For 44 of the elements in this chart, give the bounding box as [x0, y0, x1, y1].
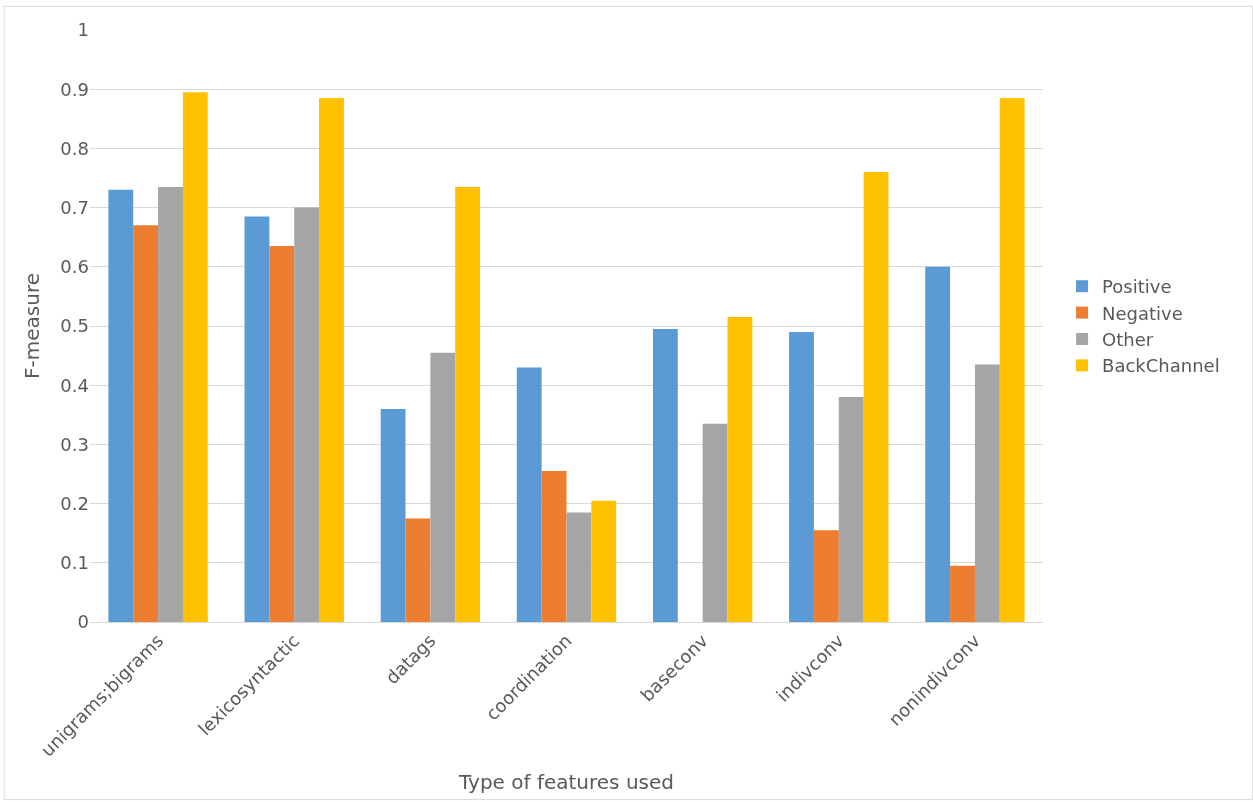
bar: [541, 471, 567, 622]
bar: [108, 189, 134, 622]
bar: [652, 328, 678, 622]
bar: [702, 423, 728, 622]
bar: [269, 246, 295, 622]
y-tick-label: 0.9: [60, 78, 89, 100]
bar: [455, 186, 481, 622]
y-tick-label: 0.5: [60, 315, 89, 337]
bar: [925, 266, 951, 622]
y-tick-label: 0.3: [60, 433, 89, 455]
x-axis-title: Type of features used: [457, 770, 675, 795]
bar: [727, 317, 753, 622]
bar: [430, 352, 456, 622]
y-axis-title: F-measure: [19, 273, 44, 379]
bar: [294, 207, 320, 622]
y-tick-label: 0.2: [60, 492, 89, 514]
bar: [813, 530, 839, 622]
y-tick-label: 1: [77, 19, 89, 41]
legend-label: Positive: [1102, 276, 1172, 298]
bar: [380, 408, 406, 622]
bar: [838, 397, 864, 622]
bar: [566, 512, 592, 622]
bar: [244, 216, 270, 622]
bar: [950, 565, 975, 622]
bar: [182, 92, 208, 622]
y-tick-label: 0: [77, 611, 89, 633]
y-tick-label: 0.6: [60, 256, 89, 278]
legend-label: Other: [1102, 329, 1154, 351]
legend-label: BackChannel: [1102, 355, 1220, 377]
bar: [863, 172, 889, 622]
bar: [516, 367, 542, 622]
y-tick-label: 0.7: [60, 196, 89, 218]
bar: [999, 98, 1025, 622]
legend-label: Negative: [1102, 302, 1183, 324]
bar: [405, 518, 431, 622]
bar: [158, 186, 183, 622]
y-tick-label: 0.1: [60, 552, 89, 574]
bar: [319, 98, 344, 622]
y-tick-label: 0.8: [60, 137, 89, 159]
y-tick-label: 0.4: [60, 374, 89, 396]
bar: [974, 364, 1000, 622]
bar: [789, 331, 814, 622]
bar: [133, 225, 159, 622]
bar: [591, 500, 617, 622]
